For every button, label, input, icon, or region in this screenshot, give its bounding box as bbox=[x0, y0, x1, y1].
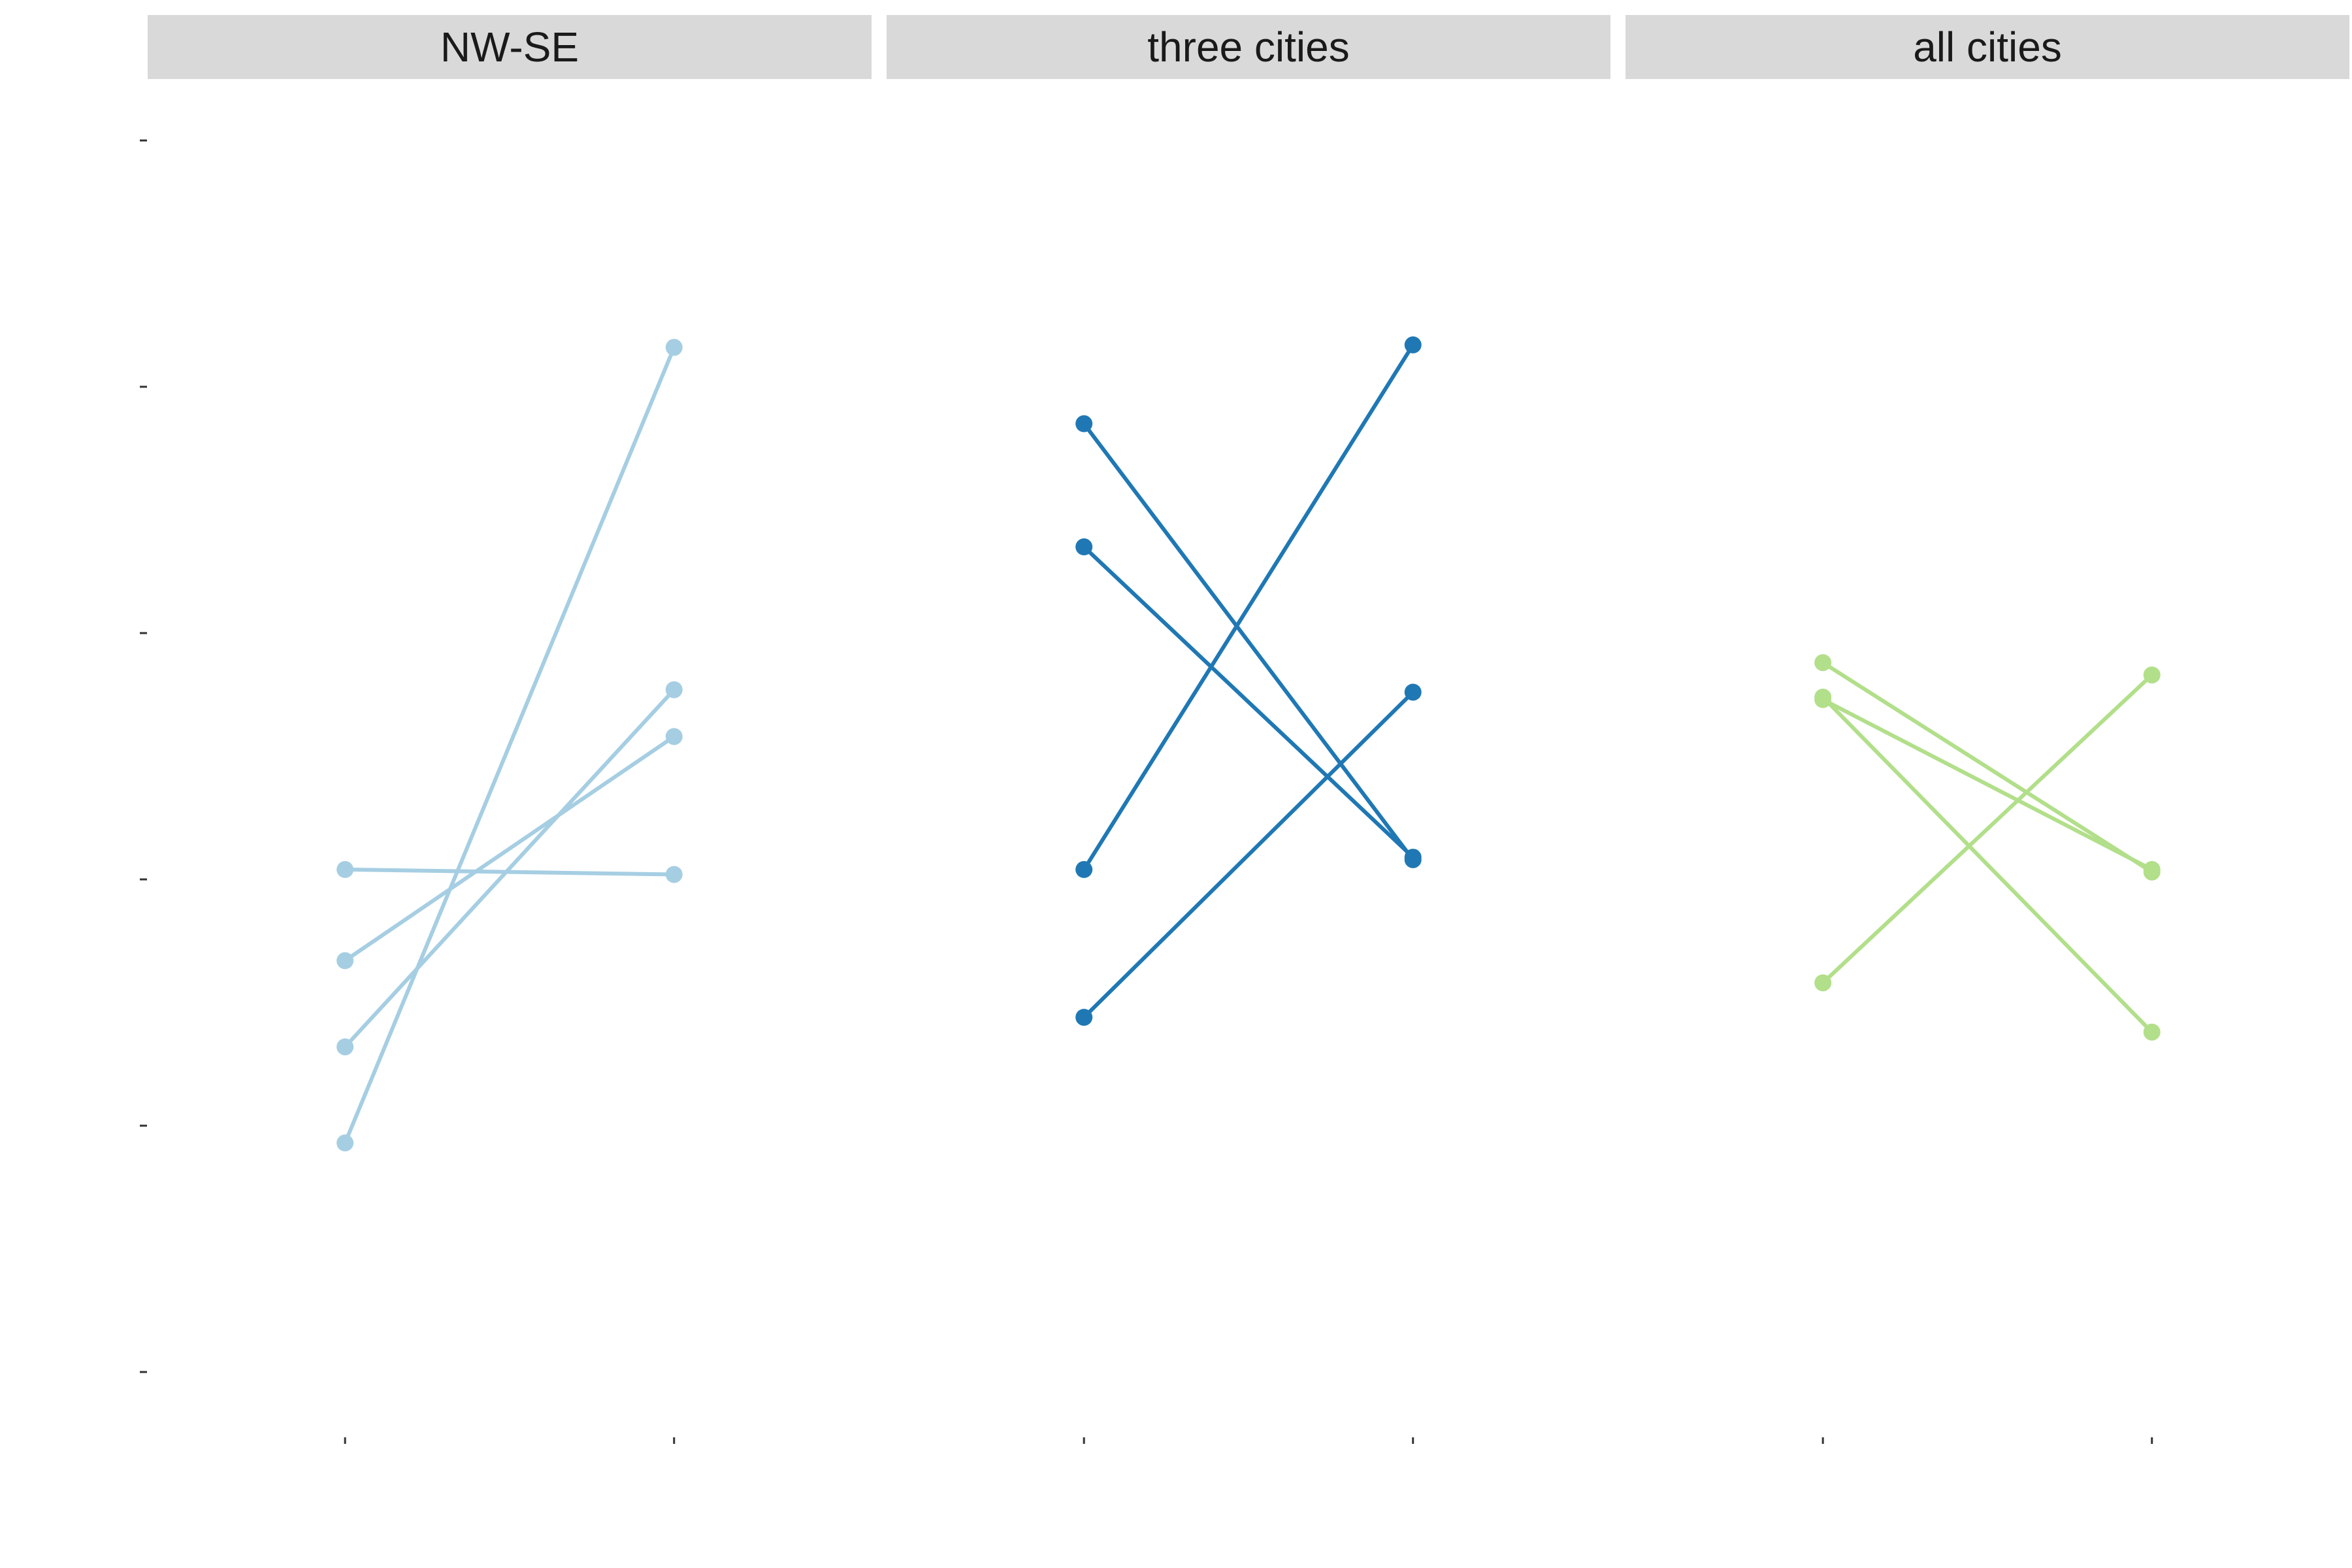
data-point-2 bbox=[2143, 666, 2161, 684]
data-point-2 bbox=[665, 728, 683, 745]
data-point-2 bbox=[665, 681, 683, 698]
facet-panel-1: NW-SE bbox=[148, 15, 872, 1444]
facet-panel-2: three cities bbox=[887, 15, 1610, 1444]
data-point-2 bbox=[1404, 683, 1422, 701]
facet-strip bbox=[887, 15, 1610, 79]
data-point-1 bbox=[336, 1134, 354, 1152]
series-3 bbox=[336, 728, 683, 970]
series-3 bbox=[1814, 689, 2161, 1041]
data-point-1 bbox=[1814, 974, 1832, 992]
series-3 bbox=[1075, 336, 1422, 878]
facet-panels: NW-SE three cities all cities bbox=[148, 15, 2349, 1444]
series-line bbox=[1082, 342, 1415, 872]
data-point-2 bbox=[665, 866, 683, 883]
series-2 bbox=[336, 860, 683, 883]
series-line bbox=[1082, 690, 1415, 1020]
data-point-2 bbox=[2143, 860, 2161, 878]
series-2 bbox=[1075, 538, 1422, 866]
series-1 bbox=[336, 338, 683, 1152]
series-line bbox=[343, 687, 676, 1049]
series-line bbox=[1082, 545, 1415, 860]
series-4 bbox=[1814, 666, 2161, 992]
facet-strip-label: three cities bbox=[1147, 24, 1349, 71]
data-point-2 bbox=[665, 338, 683, 356]
series-line bbox=[1821, 661, 2154, 874]
facet-panel-3: all cities bbox=[1625, 15, 2349, 1444]
data-point-1 bbox=[1075, 860, 1093, 878]
data-point-1 bbox=[1814, 654, 1832, 672]
series-line bbox=[1821, 697, 2154, 872]
data-point-1 bbox=[336, 1038, 354, 1056]
data-point-1 bbox=[1075, 415, 1093, 433]
data-point-1 bbox=[336, 952, 354, 970]
series-line bbox=[343, 867, 676, 877]
series-line bbox=[343, 734, 676, 963]
facet-strip-label: all cities bbox=[1913, 24, 2062, 71]
series-4 bbox=[336, 681, 683, 1056]
data-point-2 bbox=[2143, 1023, 2161, 1041]
facet-strip-label: NW-SE bbox=[440, 24, 579, 71]
data-point-1 bbox=[1075, 538, 1093, 556]
series-line bbox=[1821, 695, 2154, 1034]
series-line bbox=[1821, 673, 2154, 985]
data-point-2 bbox=[1404, 849, 1422, 866]
data-point-1 bbox=[1075, 1009, 1093, 1026]
series-line bbox=[343, 345, 676, 1145]
series-line bbox=[1082, 421, 1415, 862]
facet-strip bbox=[148, 15, 872, 79]
y-axis bbox=[140, 139, 147, 1373]
data-point-1 bbox=[336, 860, 354, 878]
data-point-2 bbox=[1404, 336, 1422, 353]
data-point-1 bbox=[1814, 689, 1832, 706]
series-4 bbox=[1075, 683, 1422, 1026]
facet-strip bbox=[1625, 15, 2349, 79]
